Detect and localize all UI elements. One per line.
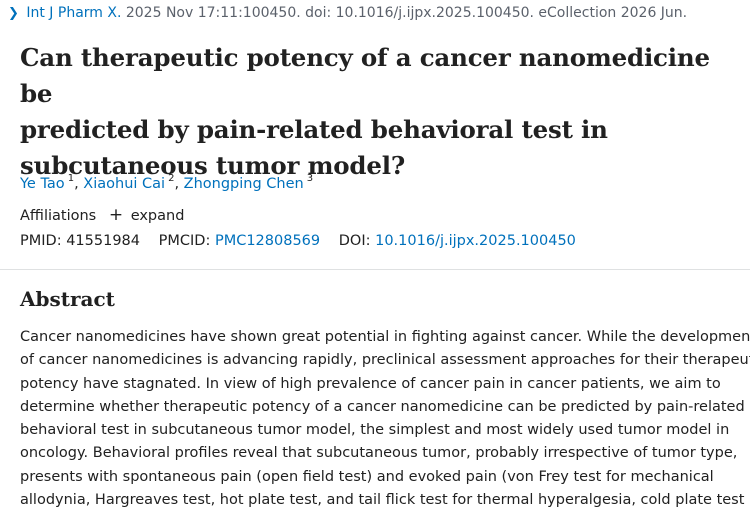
pmcid-link[interactable]: PMC12808569 <box>214 233 321 249</box>
author-affiliation-ref[interactable]: 1 <box>67 173 75 184</box>
expand-label: expand <box>130 208 185 224</box>
pmid-value: 41551984 <box>66 233 141 249</box>
section-divider <box>0 269 750 270</box>
affiliations-row: Affiliations + expand <box>20 205 184 226</box>
title-line: predicted by pain-related behavioral tes… <box>20 115 608 144</box>
author-link[interactable]: Zhongping Chen <box>183 176 304 192</box>
plus-icon: + <box>108 205 124 225</box>
author-link[interactable]: Ye Tao <box>20 176 65 192</box>
affiliations-expand-button[interactable]: + expand <box>108 205 185 225</box>
abstract-line: allodynia, Hargreaves test, hot plate te… <box>20 492 745 509</box>
doi-label: DOI: <box>338 233 371 249</box>
pmid-label: PMID: <box>20 233 62 249</box>
abstract-text: Cancer nanomedicines have shown great po… <box>20 326 750 512</box>
author-affiliation-ref[interactable]: 2 <box>168 173 175 184</box>
article-title: Can therapeutic potency of a cancer nano… <box>20 40 740 184</box>
affiliations-label: Affiliations <box>20 208 97 224</box>
abstract-line: oncology. Behavioral profiles reveal tha… <box>20 445 738 462</box>
citation-details: 2025 Nov 17:11:100450. doi: 10.1016/j.ij… <box>121 5 688 21</box>
abstract-line: Cancer nanomedicines have shown great po… <box>20 329 750 345</box>
title-line: subcutaneous tumor model? <box>20 151 406 180</box>
identifiers-row: PMID: 41551984 PMCID: PMC12808569 DOI: 1… <box>20 231 576 251</box>
author-link[interactable]: Xiaohui Cai <box>83 176 166 192</box>
abstract-line: determine whether therapeutic potency of… <box>20 398 745 415</box>
doi-link[interactable]: 10.1016/j.ijpx.2025.100450 <box>375 233 576 249</box>
abstract-line: presents with spontaneous pain (open fie… <box>20 468 714 485</box>
pmcid-label: PMCID: <box>158 233 211 249</box>
abstract-line: potency have stagnated. In view of high … <box>20 375 721 392</box>
abstract-line: of cancer nanomedicines is advancing rap… <box>20 352 750 369</box>
author-list: Ye Tao 1, Xiaohui Cai 2, Zhongping Chen 3 <box>20 173 314 192</box>
abstract-heading: Abstract <box>20 287 115 311</box>
author-affiliation-ref[interactable]: 3 <box>306 173 314 184</box>
chevron-right-icon[interactable]: ❯ <box>8 6 19 21</box>
title-line: Can therapeutic potency of a cancer nano… <box>20 43 710 108</box>
journal-link[interactable]: Int J Pharm X. <box>26 5 122 21</box>
citation-line: ❯ Int J Pharm X. 2025 Nov 17:11:100450. … <box>8 3 687 24</box>
abstract-line: behavioral test in subcutaneous tumor mo… <box>20 422 730 439</box>
